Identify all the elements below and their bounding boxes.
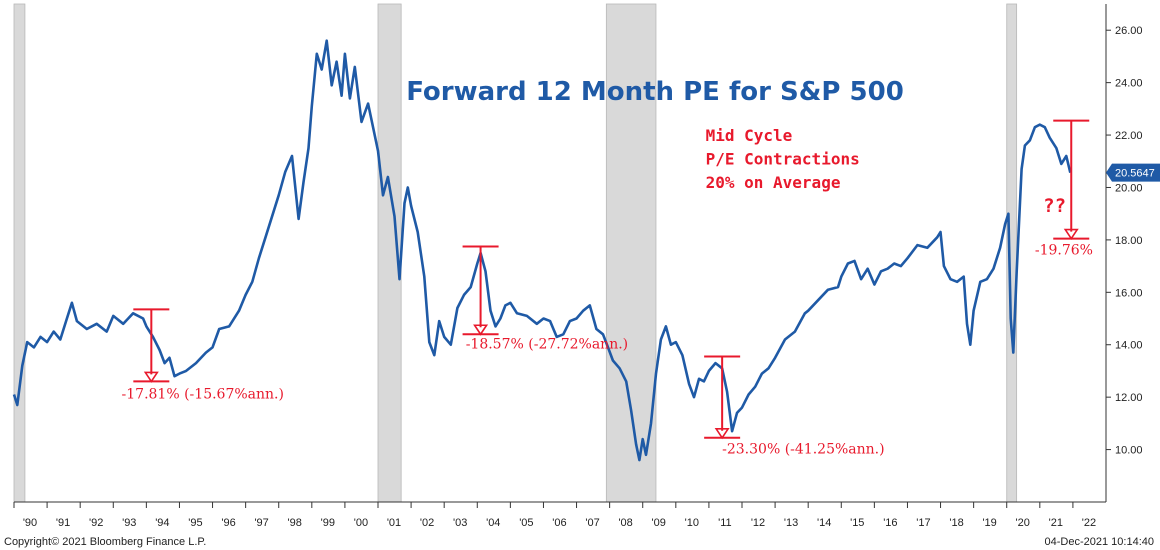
y-tick-label: 10.00 <box>1115 445 1143 457</box>
y-tick-label: 20.00 <box>1115 182 1143 194</box>
contraction-label: -18.57% (-27.72%ann.) <box>466 337 628 353</box>
y-tick-label: 12.00 <box>1115 392 1143 404</box>
x-tick-label: '21 <box>1049 517 1063 529</box>
x-tick-label: '12 <box>751 517 765 529</box>
recession-band <box>13 3 26 503</box>
x-tick-label: '09 <box>652 517 666 529</box>
x-tick-label: '07 <box>585 517 599 529</box>
x-tick-label: '11 <box>718 517 732 529</box>
x-tick-label: '16 <box>883 517 897 529</box>
x-tick-label: '00 <box>354 517 368 529</box>
x-tick-label: '01 <box>387 517 401 529</box>
x-tick-label: '94 <box>155 517 169 529</box>
x-tick-label: '90 <box>23 517 37 529</box>
note-annotation: P/E Contractions <box>706 150 860 169</box>
x-tick-label: '95 <box>188 517 202 529</box>
x-tick-label: '99 <box>321 517 335 529</box>
contraction-arrow-head <box>473 324 489 336</box>
x-tick-label: '13 <box>784 517 798 529</box>
chart-title: Forward 12 Month PE for S&P 500 <box>406 77 904 107</box>
y-tick-label: 14.00 <box>1115 340 1143 352</box>
x-tick-label: '08 <box>618 517 632 529</box>
x-tick-label: '04 <box>486 517 500 529</box>
x-tick-label: '97 <box>254 517 268 529</box>
x-tick-label: '06 <box>552 517 566 529</box>
note-annotation: 20% on Average <box>706 173 841 192</box>
x-tick-label: '15 <box>850 517 864 529</box>
copyright-text: Copyright© 2021 Bloomberg Finance L.P. <box>4 536 207 548</box>
x-tick-label: '19 <box>982 517 996 529</box>
x-tick-label: '17 <box>916 517 930 529</box>
y-tick-label: 24.00 <box>1115 78 1143 90</box>
contraction-label: -19.76% <box>1035 242 1093 258</box>
contraction-label: -23.30% (-41.25%ann.) <box>722 442 884 458</box>
y-tick-label: 22.00 <box>1115 130 1143 142</box>
contraction-arrow-head <box>1063 228 1079 241</box>
x-tick-label: '14 <box>817 517 831 529</box>
x-tick-label: '93 <box>122 517 136 529</box>
contraction-label: -17.81% (-15.67%ann.) <box>122 387 284 403</box>
series-line <box>12 39 1072 462</box>
last-value-tag <box>1106 163 1160 182</box>
x-tick-label: '92 <box>89 517 103 529</box>
x-tick-label: '02 <box>420 517 434 529</box>
x-tick-label: '91 <box>56 517 70 529</box>
x-tick-label: '98 <box>288 517 302 529</box>
note-annotation: Mid Cycle <box>706 126 793 145</box>
y-tick-label: 26.00 <box>1115 25 1143 37</box>
timestamp-text: 04-Dec-2021 10:14:40 <box>1044 536 1154 548</box>
last-value-label: 20.5647 <box>1115 168 1155 180</box>
contraction-arrow-head <box>714 427 730 440</box>
y-tick-label: 16.00 <box>1115 287 1143 299</box>
y-tick-label: 18.00 <box>1115 235 1143 247</box>
x-tick-label: '22 <box>1082 517 1096 529</box>
question-annotation: ?? <box>1043 195 1066 217</box>
x-tick-label: '05 <box>519 517 533 529</box>
x-tick-label: '18 <box>949 517 963 529</box>
x-tick-label: '10 <box>685 517 699 529</box>
x-tick-label: '03 <box>453 517 467 529</box>
x-tick-label: '96 <box>221 517 235 529</box>
x-tick-label: '20 <box>1016 517 1030 529</box>
contraction-arrow-head <box>143 371 159 383</box>
